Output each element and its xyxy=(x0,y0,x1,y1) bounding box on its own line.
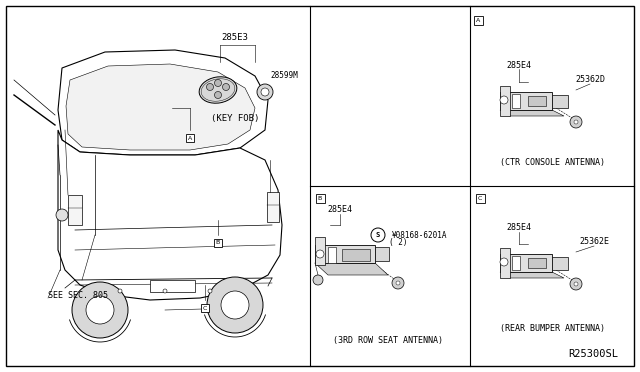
Bar xyxy=(552,95,568,108)
Text: R25300SL: R25300SL xyxy=(568,349,618,359)
Bar xyxy=(476,193,484,202)
Bar xyxy=(328,247,336,263)
Circle shape xyxy=(500,96,508,104)
Text: (REAR BUMPER ANTENNA): (REAR BUMPER ANTENNA) xyxy=(499,324,605,333)
Text: S: S xyxy=(376,232,380,238)
Circle shape xyxy=(86,296,114,324)
Bar xyxy=(552,257,568,270)
Circle shape xyxy=(163,289,167,293)
Bar xyxy=(375,247,389,261)
Bar xyxy=(267,192,279,222)
Circle shape xyxy=(570,278,582,290)
Circle shape xyxy=(500,258,508,266)
Bar xyxy=(500,86,510,116)
Bar xyxy=(528,96,546,106)
Text: A: A xyxy=(188,135,192,141)
Bar xyxy=(201,304,209,312)
Circle shape xyxy=(72,282,128,338)
Circle shape xyxy=(574,282,578,286)
Bar xyxy=(342,249,370,261)
Circle shape xyxy=(56,209,68,221)
Polygon shape xyxy=(315,245,375,263)
Circle shape xyxy=(574,120,578,124)
Text: 25362D: 25362D xyxy=(575,76,605,84)
Bar xyxy=(528,258,546,268)
Text: 285E4: 285E4 xyxy=(328,205,353,215)
Circle shape xyxy=(118,289,122,293)
Text: (CTR CONSOLE ANTENNA): (CTR CONSOLE ANTENNA) xyxy=(499,157,605,167)
Circle shape xyxy=(396,281,400,285)
Text: 285E4: 285E4 xyxy=(506,224,531,232)
Bar xyxy=(500,248,510,278)
Circle shape xyxy=(214,80,221,87)
Text: ¥08168-6201A: ¥08168-6201A xyxy=(392,231,447,240)
Bar xyxy=(214,239,222,247)
Text: B: B xyxy=(216,241,220,246)
Bar xyxy=(500,254,552,272)
Text: ( 2): ( 2) xyxy=(388,238,407,247)
Polygon shape xyxy=(58,50,268,155)
Text: (KEY FOB): (KEY FOB) xyxy=(211,113,259,122)
Polygon shape xyxy=(500,272,564,278)
Circle shape xyxy=(316,250,324,258)
Bar xyxy=(512,256,520,270)
Polygon shape xyxy=(500,110,564,116)
Polygon shape xyxy=(58,130,282,300)
Circle shape xyxy=(392,277,404,289)
Bar xyxy=(186,134,194,142)
Circle shape xyxy=(207,83,214,90)
Text: C: C xyxy=(203,305,207,311)
Text: 285E4: 285E4 xyxy=(506,61,531,70)
Bar xyxy=(512,94,520,108)
Text: SEE SEC. 805: SEE SEC. 805 xyxy=(48,291,108,299)
Bar xyxy=(316,193,324,202)
Text: A: A xyxy=(476,17,480,22)
Text: C: C xyxy=(478,196,482,201)
Circle shape xyxy=(261,88,269,96)
Text: 25362E: 25362E xyxy=(579,237,609,247)
Ellipse shape xyxy=(199,77,237,103)
Circle shape xyxy=(207,277,263,333)
Circle shape xyxy=(257,84,273,100)
Polygon shape xyxy=(66,64,255,150)
Text: 28599M: 28599M xyxy=(270,71,298,80)
Circle shape xyxy=(371,228,385,242)
Text: B: B xyxy=(318,196,322,201)
Text: 285E3: 285E3 xyxy=(221,33,248,42)
Circle shape xyxy=(221,291,249,319)
Circle shape xyxy=(214,92,221,99)
Bar xyxy=(68,195,82,225)
Circle shape xyxy=(570,116,582,128)
Circle shape xyxy=(208,289,212,293)
Polygon shape xyxy=(315,263,388,275)
Circle shape xyxy=(223,83,230,90)
Bar xyxy=(150,280,195,292)
Bar xyxy=(315,237,325,265)
Bar xyxy=(474,16,483,25)
Text: (3RD ROW SEAT ANTENNA): (3RD ROW SEAT ANTENNA) xyxy=(333,336,443,344)
Circle shape xyxy=(313,275,323,285)
Bar xyxy=(500,92,552,110)
